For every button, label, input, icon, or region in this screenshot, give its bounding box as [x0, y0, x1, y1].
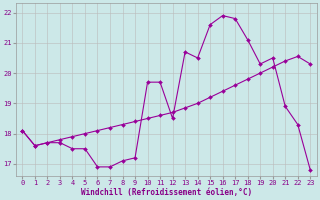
- X-axis label: Windchill (Refroidissement éolien,°C): Windchill (Refroidissement éolien,°C): [81, 188, 252, 197]
